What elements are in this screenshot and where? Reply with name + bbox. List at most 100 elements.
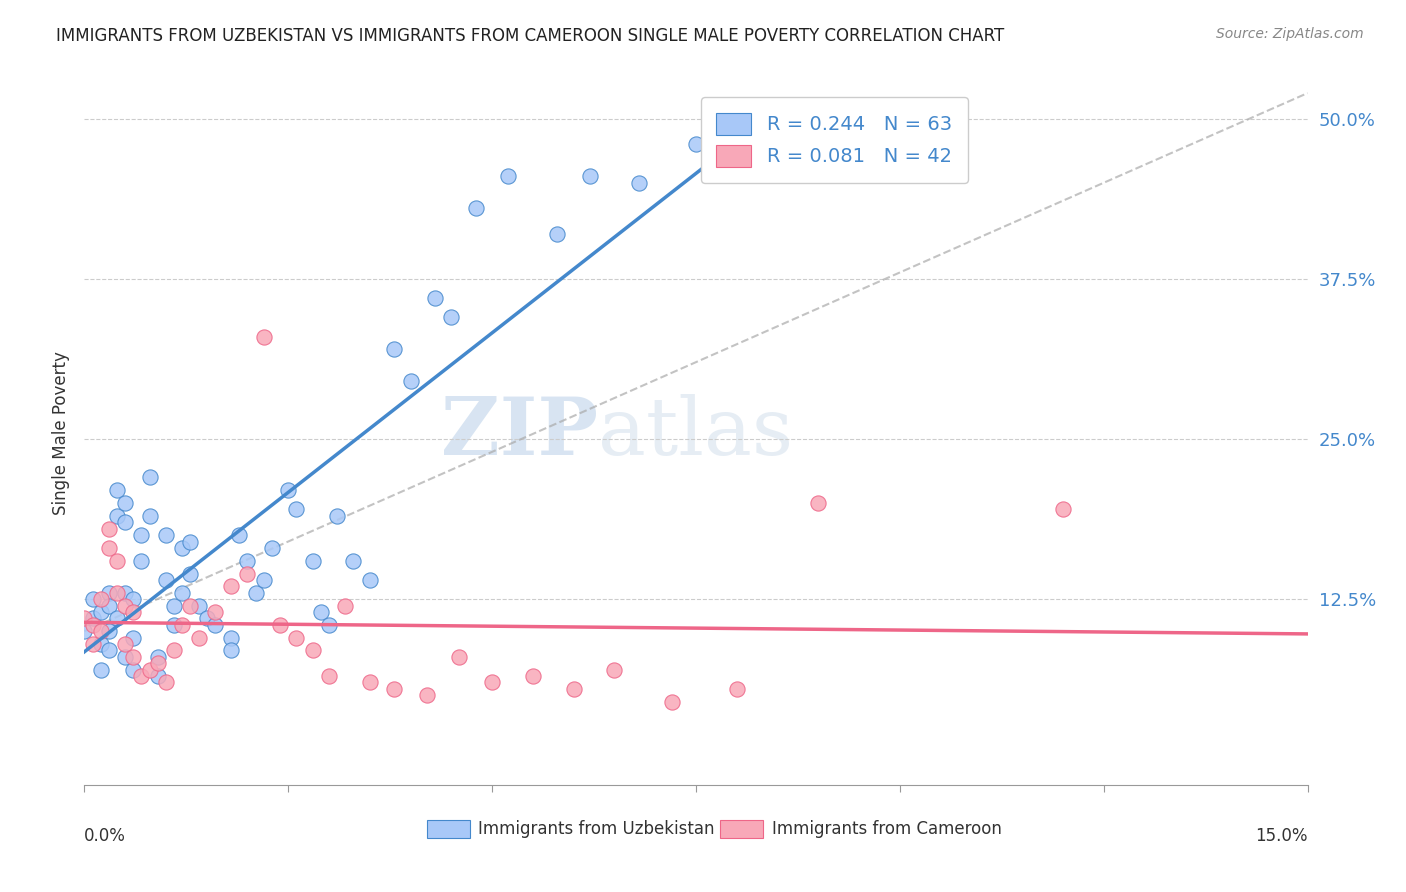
Point (204, 617, 226, 632)
Point (97, 643, 120, 657)
FancyBboxPatch shape (427, 821, 470, 838)
Point (131, 669, 153, 683)
Point (114, 599, 136, 613)
Point (277, 483, 299, 498)
Text: 0.0%: 0.0% (84, 827, 127, 846)
Point (236, 554, 259, 568)
FancyBboxPatch shape (720, 821, 763, 838)
Point (179, 534, 201, 549)
Point (146, 657, 169, 671)
Point (449, 649, 471, 664)
Point (138, 508, 160, 523)
Point (90, 592, 112, 607)
Point (382, 343, 405, 357)
Point (546, 227, 568, 241)
Point (423, 291, 446, 305)
Point (138, 470, 160, 484)
Point (219, 631, 242, 645)
Point (163, 599, 186, 613)
Point (97, 599, 120, 613)
Point (97, 624, 120, 639)
Point (603, 663, 626, 677)
Point (122, 663, 145, 677)
Point (318, 669, 340, 683)
Point (172, 617, 194, 632)
Point (155, 528, 177, 542)
Text: 15.0%: 15.0% (1256, 827, 1308, 846)
Point (661, 695, 683, 709)
Point (105, 483, 128, 498)
Point (155, 675, 177, 690)
Point (399, 375, 422, 389)
Point (105, 554, 128, 568)
Point (807, 496, 830, 510)
Point (342, 554, 364, 568)
Y-axis label: Single Male Poverty: Single Male Poverty (52, 351, 70, 515)
Point (359, 573, 381, 587)
Point (228, 528, 250, 542)
Point (105, 611, 128, 625)
Point (285, 631, 308, 645)
Text: Source: ZipAtlas.com: Source: ZipAtlas.com (1216, 27, 1364, 41)
Point (464, 202, 486, 216)
Point (90, 663, 112, 677)
Point (253, 329, 276, 343)
Point (172, 541, 194, 555)
Point (105, 508, 128, 523)
Point (440, 310, 463, 325)
Point (219, 643, 242, 657)
Point (260, 541, 283, 555)
Point (1052, 502, 1074, 516)
Point (155, 573, 177, 587)
Point (236, 566, 259, 581)
Point (114, 496, 136, 510)
Point (73, 611, 96, 625)
Text: Immigrants from Cameroon: Immigrants from Cameroon (772, 820, 1001, 838)
Point (742, 163, 765, 178)
Point (498, 169, 520, 184)
Point (114, 649, 136, 664)
Point (245, 586, 267, 600)
Text: atlas: atlas (598, 393, 793, 472)
Point (562, 681, 585, 696)
Point (725, 681, 748, 696)
Point (82, 592, 104, 607)
Point (97, 586, 120, 600)
Point (114, 516, 136, 530)
Point (131, 554, 153, 568)
Point (219, 579, 242, 593)
Point (122, 649, 145, 664)
Point (172, 586, 194, 600)
Point (309, 605, 332, 619)
Point (90, 605, 112, 619)
Point (382, 681, 405, 696)
Point (522, 669, 544, 683)
Point (122, 605, 145, 619)
Point (163, 643, 186, 657)
Point (204, 605, 226, 619)
Text: ZIP: ZIP (441, 393, 598, 472)
Point (685, 137, 707, 152)
Point (269, 617, 291, 632)
Point (326, 508, 349, 523)
Point (301, 643, 323, 657)
Point (579, 169, 602, 184)
Point (131, 528, 153, 542)
Point (90, 624, 112, 639)
Point (97, 522, 120, 536)
Point (359, 675, 381, 690)
Point (187, 631, 209, 645)
Point (82, 637, 104, 651)
Point (179, 566, 201, 581)
Text: IMMIGRANTS FROM UZBEKISTAN VS IMMIGRANTS FROM CAMEROON SINGLE MALE POVERTY CORRE: IMMIGRANTS FROM UZBEKISTAN VS IMMIGRANTS… (56, 27, 1004, 45)
Point (122, 631, 145, 645)
Point (105, 586, 128, 600)
Point (122, 592, 145, 607)
Point (179, 599, 201, 613)
Text: Immigrants from Uzbekistan: Immigrants from Uzbekistan (478, 820, 714, 838)
Point (318, 617, 340, 632)
Point (285, 502, 308, 516)
Point (195, 611, 218, 625)
Point (627, 176, 650, 190)
Point (416, 688, 439, 702)
